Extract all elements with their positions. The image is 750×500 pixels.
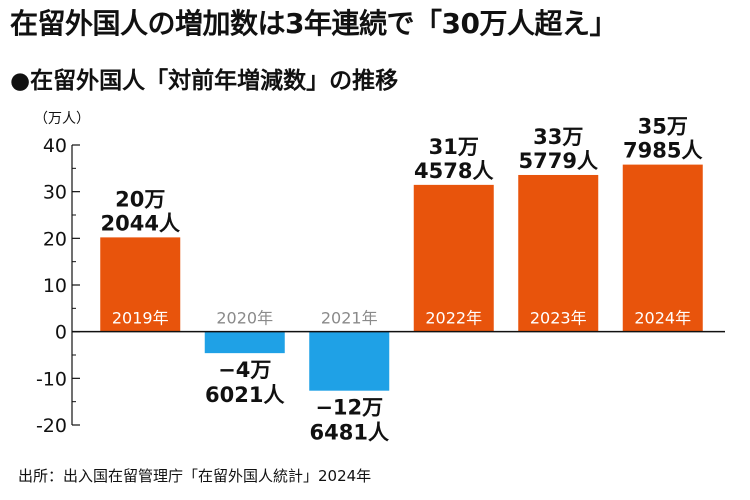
bar-value-label: 2044人: [101, 211, 180, 235]
bar: [413, 184, 494, 332]
bar-value-label: −4万: [218, 358, 271, 382]
bar-value-label: 4578人: [414, 159, 493, 183]
y-tick-label: 10: [43, 275, 67, 297]
bar-value-label: 33万: [533, 125, 583, 149]
bar: [518, 174, 599, 332]
y-tick-label: -20: [36, 415, 67, 437]
y-tick-label: 0: [55, 322, 67, 344]
bar-value-label: −12万: [315, 396, 383, 420]
bar-year-label: 2024年: [634, 309, 691, 328]
y-tick-label: -10: [36, 368, 67, 390]
bar: [100, 237, 181, 332]
bar-year-label: 2021年: [321, 309, 378, 328]
y-axis-unit-label: （万人）: [34, 111, 90, 127]
bar: [204, 331, 285, 354]
chart-subtitle: ●在留外国人「対前年増減数」の推移: [10, 68, 399, 94]
bar-year-label: 2022年: [425, 309, 482, 328]
bar-year-label: 2019年: [112, 309, 169, 328]
y-tick-label: 40: [43, 135, 67, 157]
bar: [309, 331, 390, 391]
y-tick-label: 30: [43, 182, 67, 204]
bar-value-label: 5779人: [519, 149, 598, 173]
bar-value-label: 6481人: [310, 421, 389, 445]
bar-value-label: 20万: [115, 187, 165, 211]
y-tick-label: 20: [43, 228, 67, 250]
source-note: 出所：出入国在留管理庁「在留外国人統計」2024年: [18, 467, 372, 485]
bar-value-label: 7985人: [623, 139, 702, 163]
bar-year-label: 2020年: [216, 309, 273, 328]
bar: [622, 164, 703, 332]
bar-value-label: 35万: [638, 115, 688, 139]
headline: 在留外国人の増加数は3年連続で「30万人超え」: [10, 7, 617, 40]
bar-value-label: 31万: [429, 135, 479, 159]
bar-value-label: 6021人: [205, 383, 284, 407]
bar-year-label: 2023年: [530, 309, 587, 328]
